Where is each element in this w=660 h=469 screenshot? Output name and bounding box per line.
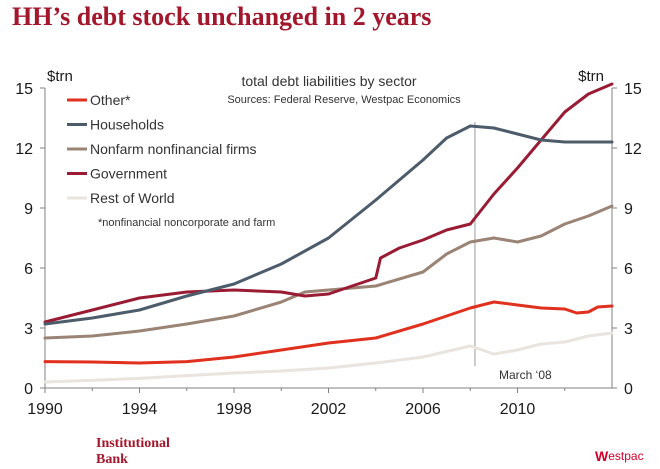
legend-label-government: Government bbox=[90, 166, 167, 182]
legend: Other* Households Nonfarm nonfinancial fir… bbox=[67, 92, 257, 206]
y-tick-label-left: 15 bbox=[15, 81, 33, 98]
x-tick-label: 1998 bbox=[216, 401, 252, 418]
y-ticks-left: 0 3 6 9 12 15 bbox=[15, 81, 45, 398]
legend-note: *nonfinancial noncorporate and farm bbox=[98, 217, 275, 229]
x-tick-label: 2010 bbox=[500, 401, 536, 418]
x-ticks: 1990 1994 1998 2002 2006 2010 bbox=[27, 388, 566, 418]
y-tick-label-left: 0 bbox=[24, 381, 33, 398]
y-tick-label-right: 15 bbox=[624, 81, 642, 98]
legend-label-other: Other* bbox=[90, 92, 131, 108]
y-ticks-right: 0 3 6 9 12 15 bbox=[612, 81, 642, 398]
y-tick-label-right: 6 bbox=[624, 261, 633, 278]
westpac-w-mark: W bbox=[595, 448, 608, 464]
page-title: HH’s debt stock unchanged in 2 years bbox=[12, 2, 432, 31]
institutional-bank-logo: Institutional Bank bbox=[96, 436, 170, 468]
y-tick-label-right: 9 bbox=[624, 201, 633, 218]
y-tick-label-right: 0 bbox=[624, 381, 633, 398]
y-tick-label-right: 3 bbox=[624, 321, 633, 338]
y-tick-label-left: 3 bbox=[24, 321, 33, 338]
legend-label-rest-of-world: Rest of World bbox=[90, 190, 175, 206]
series-line-rest-of-world bbox=[43, 331, 614, 384]
legend-label-nonfarm-nonfinancial-firms: Nonfarm nonfinancial firms bbox=[90, 141, 257, 157]
y-tick-label-left: 6 bbox=[24, 261, 33, 278]
legend-label-households: Households bbox=[90, 117, 164, 133]
series-line-nonfarm-nonfinancial-firms bbox=[43, 204, 614, 340]
chart-sources: Sources: Federal Reserve, Westpac Econom… bbox=[227, 94, 461, 106]
brand-line-2: Bank bbox=[96, 452, 128, 467]
brand-line-1: Institutional bbox=[96, 436, 170, 451]
y-axis-label-left: $trn bbox=[47, 68, 73, 85]
x-tick-label: 2006 bbox=[405, 401, 441, 418]
x-tick-label: 1990 bbox=[27, 401, 63, 418]
y-tick-label-right: 12 bbox=[624, 141, 642, 158]
annotation-label: March ‘08 bbox=[499, 368, 552, 382]
x-tick-label: 2002 bbox=[311, 401, 347, 418]
series-line-other bbox=[43, 300, 614, 365]
series-layer bbox=[43, 82, 614, 384]
y-tick-label-left: 9 bbox=[24, 201, 33, 218]
x-tick-label: 1994 bbox=[122, 401, 158, 418]
westpac-wordmark: estpac bbox=[608, 449, 644, 463]
y-tick-label-left: 12 bbox=[15, 141, 33, 158]
y-axis-label-right: $trn bbox=[578, 68, 604, 85]
series-line-households bbox=[43, 124, 614, 326]
chart-title: total debt liabilities by sector bbox=[241, 73, 416, 89]
